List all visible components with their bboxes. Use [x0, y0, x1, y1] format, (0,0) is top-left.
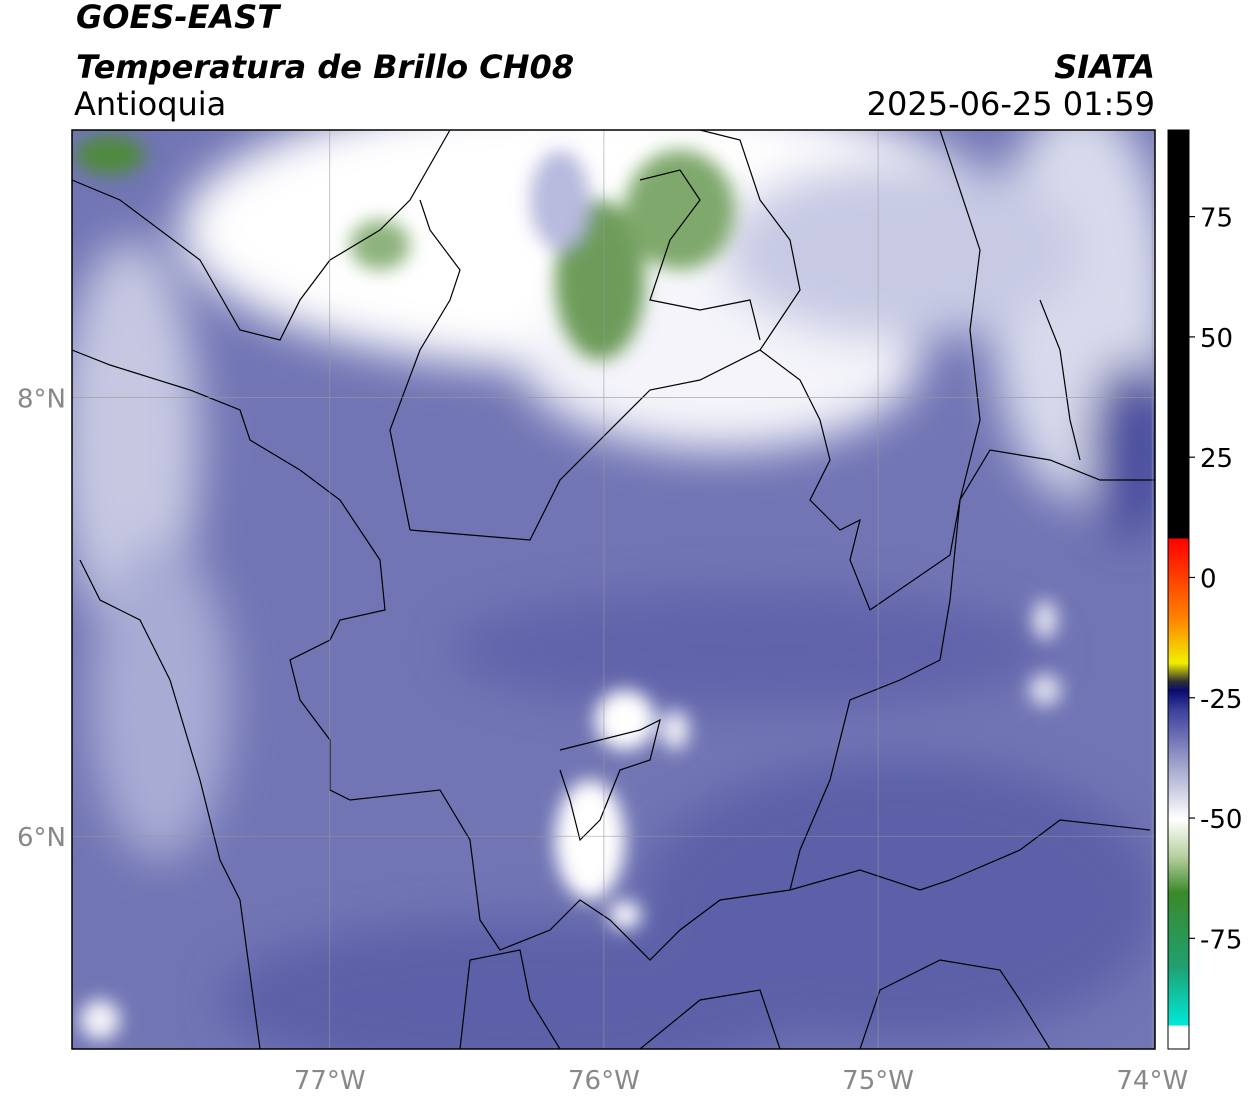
- lon-tick-label: 75°W: [842, 1066, 914, 1096]
- satellite-image: [72, 130, 1155, 1049]
- source: SIATA: [1054, 48, 1155, 86]
- title: GOES-EAST: [76, 0, 281, 36]
- colorbar-tick-label: 25: [1200, 444, 1233, 474]
- lon-tick-label: 77°W: [294, 1066, 366, 1096]
- colorbar-tick-label: 75: [1200, 204, 1233, 234]
- colorbar-tick-label: 50: [1200, 324, 1233, 354]
- colorbar-tick-label: -25: [1200, 685, 1242, 715]
- colorbar-tick-label: -50: [1200, 805, 1242, 835]
- map-frame: [71, 129, 1156, 1050]
- lat-tick-label: 8°N: [17, 385, 66, 415]
- region: Antioquia: [74, 85, 226, 123]
- colorbar-tick-label: 0: [1200, 564, 1217, 594]
- lon-tick-label: 74°W: [1116, 1066, 1188, 1096]
- colorbar: [1167, 129, 1190, 1050]
- lat-tick-label: 6°N: [17, 823, 66, 853]
- datetime: 2025-06-25 01:59: [867, 85, 1155, 123]
- colorbar-tick-label: -75: [1200, 925, 1242, 955]
- graticule: [72, 130, 1155, 1049]
- subtitle: Temperatura de Brillo CH08: [76, 48, 574, 86]
- lon-tick-label: 76°W: [568, 1066, 640, 1096]
